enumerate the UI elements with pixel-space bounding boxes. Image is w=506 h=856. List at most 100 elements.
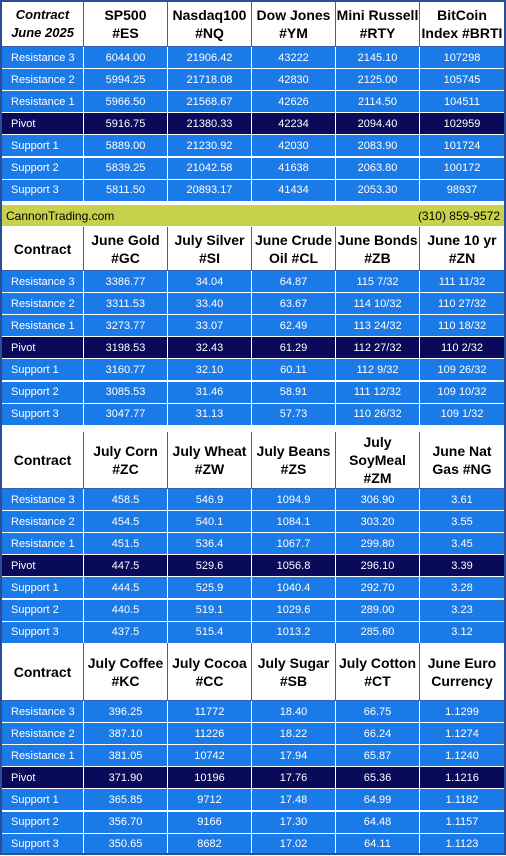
level-value: 3.39	[420, 555, 504, 578]
level-value: 32.10	[168, 359, 252, 382]
level-value: 64.99	[336, 789, 420, 812]
level-value: 11226	[168, 723, 252, 746]
instrument-header-line: July Cotton	[339, 654, 416, 671]
site-link[interactable]: CannonTrading.com	[6, 208, 115, 223]
level-value: 3160.77	[84, 359, 168, 382]
level-row: Support 1 365.85 9712 17.48 64.99 1.1182	[2, 789, 504, 812]
level-value: 104511	[420, 91, 504, 114]
level-row: Support 2 356.70 9166 17.30 64.48 1.1157	[2, 811, 504, 834]
level-value: 65.36	[336, 767, 420, 790]
instrument-header-line: Nasdaq100	[172, 7, 247, 23]
level-value: 2063.80	[336, 157, 420, 180]
level-value: 1.1274	[420, 723, 504, 746]
instrument-header-line: July Coffee	[87, 654, 164, 671]
level-value: 66.75	[336, 701, 420, 724]
level-value: 546.9	[168, 489, 252, 512]
level-value: 66.24	[336, 723, 420, 746]
row-label: Resistance 3	[2, 489, 84, 512]
level-value: 110 27/32	[420, 293, 504, 316]
instrument-header-line: June Nat	[432, 443, 492, 459]
level-row: Support 1 3160.77 32.10 60.11 112 9/32 109 26…	[2, 359, 504, 382]
instrument-header: Dow Jones #YM	[252, 2, 336, 47]
level-value: 21380.33	[168, 113, 252, 136]
level-value: 107298	[420, 47, 504, 70]
level-value: 42030	[252, 135, 336, 158]
contract-header: Contract	[2, 432, 84, 489]
level-row: Resistance 2 3311.53 33.40 63.67 114 10/32 11…	[2, 293, 504, 316]
level-value: 306.90	[336, 489, 420, 512]
row-label: Resistance 1	[2, 533, 84, 556]
contact-banner: CannonTrading.com (310) 859-9572	[2, 205, 504, 227]
level-value: 43222	[252, 47, 336, 70]
row-label: Resistance 2	[2, 293, 84, 316]
level-value: 21230.92	[168, 135, 252, 158]
level-value: 33.40	[168, 293, 252, 316]
level-row: Resistance 1 5966.50 21568.67 42626 2114.50 1…	[2, 91, 504, 114]
level-row: Resistance 3 6044.00 21906.42 43222 2145.10 1…	[2, 47, 504, 70]
section-0-header-row: Contract June 2025 SP500 #ES Nasdaq100 #NQ Dow…	[2, 2, 504, 47]
level-value: 9712	[168, 789, 252, 812]
level-value: 356.70	[84, 811, 168, 834]
level-value: 62.49	[252, 315, 336, 338]
instrument-header-line: July Silver	[174, 231, 245, 248]
level-value: 114 10/32	[336, 293, 420, 316]
instrument-header-line: #ZN	[448, 249, 476, 266]
row-label: Pivot	[2, 555, 84, 578]
level-value: 100172	[420, 157, 504, 180]
level-row: Resistance 1 451.5 536.4 1067.7 299.80 3.45	[2, 533, 504, 556]
level-value: 5994.25	[84, 69, 168, 92]
instrument-header-line: #ES	[112, 25, 139, 41]
level-value: 64.48	[336, 811, 420, 834]
level-value: 113 24/32	[336, 315, 420, 338]
instrument-header-line: #SI	[198, 249, 220, 266]
level-value: 110 26/32	[336, 403, 420, 426]
level-value: 21568.67	[168, 91, 252, 114]
level-value: 289.00	[336, 599, 420, 622]
level-value: 61.29	[252, 337, 336, 360]
row-label: Resistance 2	[2, 511, 84, 534]
level-value: 42830	[252, 69, 336, 92]
instrument-header: Nasdaq100 #NQ	[168, 2, 252, 47]
row-label: Support 2	[2, 381, 84, 404]
level-value: 292.70	[336, 577, 420, 600]
instrument-header-line: July Corn	[93, 443, 158, 459]
level-value: 299.80	[336, 533, 420, 556]
level-value: 3273.77	[84, 315, 168, 338]
phone-number: (310) 859-9572	[417, 208, 500, 223]
row-label: Support 2	[2, 599, 84, 622]
instrument-header-line: #ZC	[112, 461, 139, 477]
level-value: 18.40	[252, 701, 336, 724]
level-row: Support 2 440.5 519.1 1029.6 289.00 3.23	[2, 599, 504, 622]
level-value: 17.30	[252, 811, 336, 834]
level-value: 1067.7	[252, 533, 336, 556]
pivot-row: Pivot 447.5 529.6 1056.8 296.10 3.39	[2, 555, 504, 578]
level-row: Resistance 2 454.5 540.1 1084.1 303.20 3.55	[2, 511, 504, 534]
level-value: 519.1	[168, 599, 252, 622]
level-value: 285.60	[336, 621, 420, 644]
level-value: 515.4	[168, 621, 252, 644]
row-label: Pivot	[2, 113, 84, 136]
level-value: 32.43	[168, 337, 252, 360]
level-value: 5916.75	[84, 113, 168, 136]
instrument-header-line: #CC	[195, 672, 224, 689]
level-row: Resistance 3 458.5 546.9 1094.9 306.90 3.61	[2, 489, 504, 512]
row-label: Resistance 3	[2, 271, 84, 294]
level-value: 387.10	[84, 723, 168, 746]
level-value: 34.04	[168, 271, 252, 294]
level-value: 21906.42	[168, 47, 252, 70]
instrument-header-line: June Gold	[91, 231, 160, 248]
instrument-header-line: June Euro	[427, 654, 497, 671]
level-row: Support 3 350.65 8682 17.02 64.11 1.1123	[2, 833, 504, 856]
level-value: 31.13	[168, 403, 252, 426]
level-value: 5889.00	[84, 135, 168, 158]
level-value: 2145.10	[336, 47, 420, 70]
instrument-header: July Cotton #CT	[336, 643, 420, 701]
row-label: Support 1	[2, 359, 84, 382]
level-value: 1013.2	[252, 621, 336, 644]
level-value: 458.5	[84, 489, 168, 512]
pivot-row: Pivot 371.90 10196 17.76 65.36 1.1216	[2, 767, 504, 790]
contract-header: Contract	[2, 227, 84, 271]
level-value: 64.87	[252, 271, 336, 294]
row-label: Resistance 3	[2, 47, 84, 70]
instrument-header-line: July	[363, 434, 392, 450]
